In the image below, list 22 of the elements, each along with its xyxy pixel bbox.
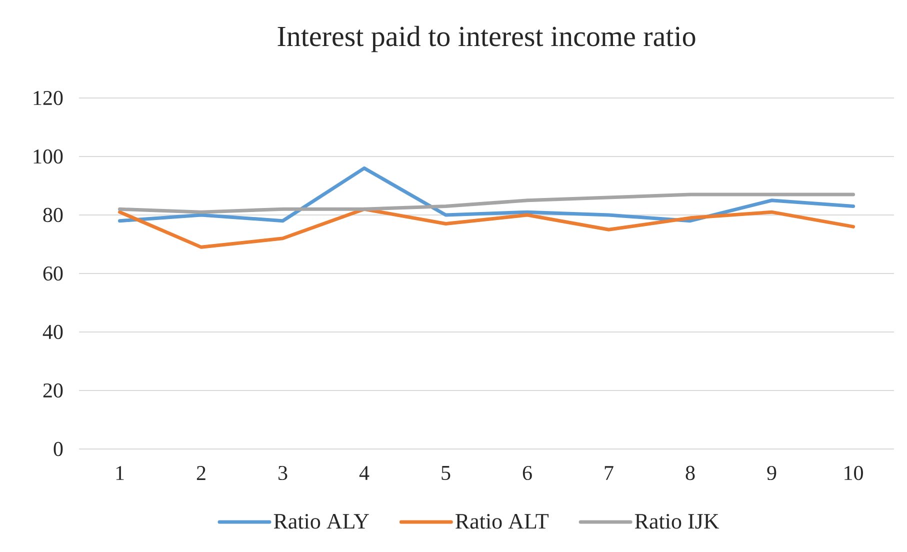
y-tick-label: 100 (34, 149, 63, 164)
x-tick-label: 10 (844, 466, 863, 480)
y-tick-label: 20 (43, 383, 63, 398)
x-tick-label: 4 (359, 466, 370, 480)
y-tick-label: 0 (54, 442, 63, 456)
x-tick-label: 8 (686, 466, 695, 480)
y-tick-label: 120 (34, 90, 63, 106)
x-tick-label: 2 (196, 466, 206, 480)
x-tick-label: 6 (522, 466, 532, 480)
legend-label: Ratio ALT (456, 514, 548, 529)
legend-label: Ratio IJK (634, 514, 720, 529)
x-tick-label: 3 (278, 466, 288, 480)
y-tick-label: 40 (42, 324, 63, 340)
x-tick-label: 7 (604, 466, 614, 480)
x-tick-label: 9 (767, 466, 776, 480)
chart-title: Interest paid to interest income ratio (278, 26, 696, 52)
legend-label: Ratio ALY (274, 514, 369, 529)
x-tick-label: 1 (116, 466, 124, 480)
x-tick-label: 5 (442, 466, 450, 480)
y-tick-label: 60 (43, 266, 63, 281)
y-tick-label: 80 (43, 208, 63, 222)
line-series (118, 166, 856, 223)
